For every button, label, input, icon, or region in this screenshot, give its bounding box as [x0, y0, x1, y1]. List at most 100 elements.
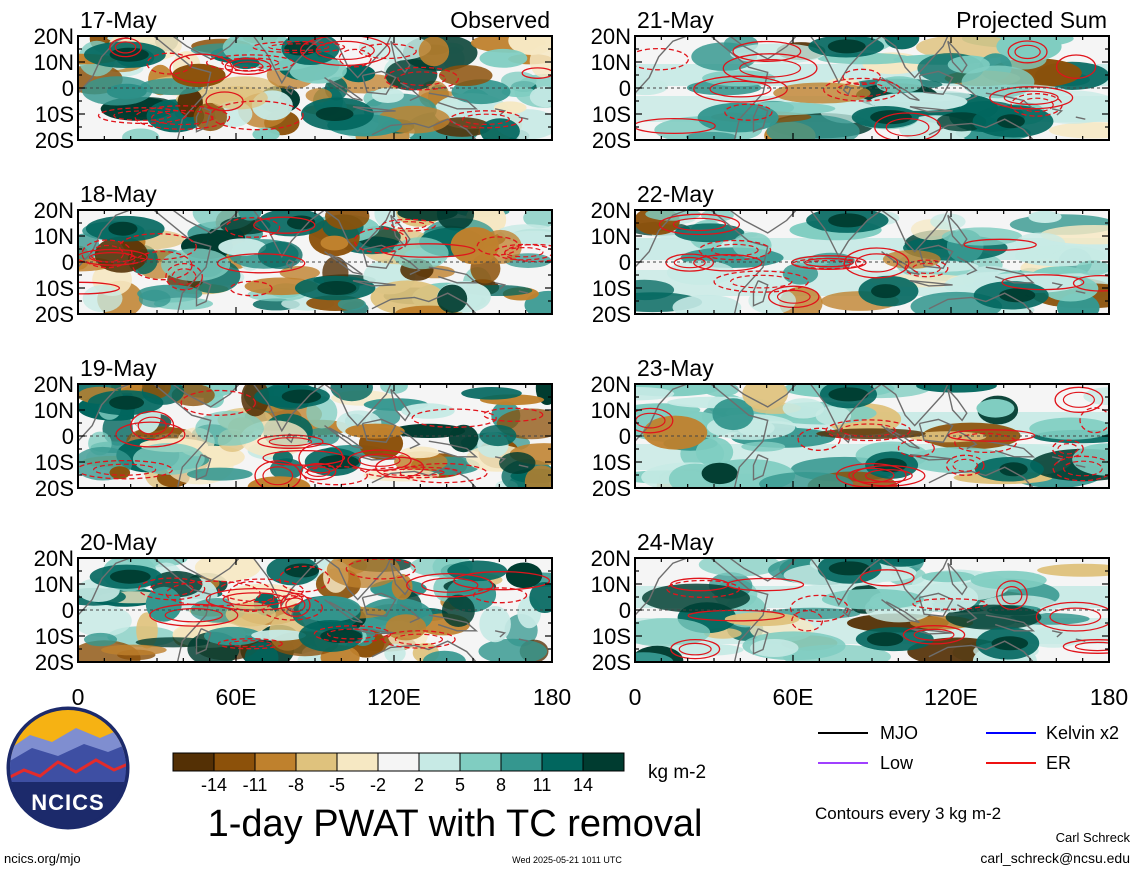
colorbar-tick-label: 2 [414, 775, 424, 795]
lat-tick-label: 20N [34, 372, 74, 397]
lat-tick-label: 20S [592, 128, 631, 153]
lon-tick-120e-right: 120E [924, 684, 978, 710]
ncics-logo: NCICS [6, 706, 130, 830]
colorbar-tick-label: -8 [288, 775, 304, 795]
colorbar-swatch [459, 752, 502, 772]
lat-tick-label: 20S [592, 650, 631, 675]
lon-tick-60e-right: 60E [773, 684, 814, 710]
logo-text: NCICS [31, 790, 104, 815]
lat-tick-label: 20S [35, 302, 74, 327]
lat-tick-label: 10S [35, 102, 74, 127]
colorbar: -14 -11 -8 -5 -2 2 5 8 11 14 [172, 752, 625, 795]
lat-tick-label: 0 [619, 76, 631, 101]
lat-tick-label: 20N [34, 24, 74, 49]
panel-date-label: 21-May [637, 7, 714, 33]
colorbar-tick-label: -14 [201, 775, 227, 795]
lat-tick-label: 20S [35, 476, 74, 501]
lat-tick-label: 20N [591, 198, 631, 223]
lat-tick-label: 10S [35, 276, 74, 301]
colorbar-tick-label: 14 [573, 775, 593, 795]
panel-date-label: 18-May [80, 181, 157, 207]
lon-tick-180-right: 180 [1090, 684, 1128, 710]
lat-tick-label: 0 [62, 424, 74, 449]
colorbar-swatch [336, 752, 379, 772]
contour-legend: MJO Kelvin x2 Low ER Contours every 3 kg… [815, 723, 1119, 823]
legend-label-kelvin: Kelvin x2 [1046, 723, 1119, 743]
panel-date-label: 24-May [637, 529, 714, 555]
lat-tick-label: 10S [35, 624, 74, 649]
lat-tick-label: 10N [34, 398, 74, 423]
colorbar-swatch [541, 752, 584, 772]
site-url: ncics.org/mjo [4, 851, 81, 866]
legend-label-low: Low [880, 753, 914, 773]
colorbar-swatch [295, 752, 338, 772]
lon-tick-0-left: 0 [72, 684, 85, 710]
author-email: carl_schreck@ncsu.edu [980, 850, 1130, 866]
lat-tick-label: 20S [592, 302, 631, 327]
lat-tick-label: 10N [34, 50, 74, 75]
lon-tick-0-right: 0 [629, 684, 642, 710]
lat-tick-label: 20N [591, 24, 631, 49]
colorbar-units: kg m-2 [648, 762, 706, 783]
lat-tick-label: 20S [35, 650, 74, 675]
lat-tick-label: 0 [619, 424, 631, 449]
lat-tick-label: 20N [591, 546, 631, 571]
lat-tick-label: 0 [619, 598, 631, 623]
lat-tick-label: 0 [62, 250, 74, 275]
lat-tick-label: 20N [34, 198, 74, 223]
lat-tick-label: 10N [591, 224, 631, 249]
lat-tick-label: 0 [619, 250, 631, 275]
lat-tick-label: 10S [592, 276, 631, 301]
panel-date-label: 19-May [80, 355, 157, 381]
panel-date-label: 20-May [80, 529, 157, 555]
panel-date-label: 22-May [637, 181, 714, 207]
lat-tick-label: 20S [35, 128, 74, 153]
lat-tick-label: 0 [62, 76, 74, 101]
lat-tick-label: 20N [34, 546, 74, 571]
author-name: Carl Schreck [1056, 830, 1131, 845]
colorbar-tick-label: -5 [329, 775, 345, 795]
lat-tick-label: 20S [592, 476, 631, 501]
lat-tick-label: 10S [592, 450, 631, 475]
colorbar-tick-label: 11 [533, 775, 552, 795]
colorbar-swatch [254, 752, 297, 772]
lat-tick-label: 10N [34, 224, 74, 249]
colorbar-tick-label: -2 [370, 775, 386, 795]
panel-date-label: 23-May [637, 355, 714, 381]
lat-tick-label: 10N [591, 572, 631, 597]
lon-tick-labels-left: 0 60E 120E 180 [72, 684, 572, 710]
lon-tick-labels-right: 0 60E 120E 180 [629, 684, 1129, 710]
colorbar-swatch [418, 752, 461, 772]
lat-tick-label: 0 [62, 598, 74, 623]
lat-tick-label: 10S [592, 102, 631, 127]
lat-tick-label: 10N [34, 572, 74, 597]
projected-column-label: Projected Sum [956, 7, 1107, 33]
lat-tick-label: 10N [591, 398, 631, 423]
legend-label-mjo: MJO [880, 723, 918, 743]
colorbar-swatch [213, 752, 256, 772]
lat-tick-label: 10N [591, 50, 631, 75]
colorbar-swatch [377, 752, 420, 772]
panel-date-label: 17-May [80, 7, 157, 33]
lat-tick-label: 10S [592, 624, 631, 649]
colorbar-tick-label: -11 [243, 775, 268, 795]
colorbar-tick-label: 8 [496, 775, 506, 795]
timestamp: Wed 2025-05-21 1011 UTC [512, 855, 622, 865]
figure-title: 1-day PWAT with TC removal [208, 803, 703, 845]
lon-tick-120e-left: 120E [367, 684, 421, 710]
lon-tick-180-left: 180 [533, 684, 571, 710]
lat-tick-label: 10S [35, 450, 74, 475]
colorbar-tick-label: 5 [455, 775, 465, 795]
lat-tick-label: 20N [591, 372, 631, 397]
colorbar-swatch [500, 752, 543, 772]
contour-note: Contours every 3 kg m-2 [815, 804, 1001, 823]
